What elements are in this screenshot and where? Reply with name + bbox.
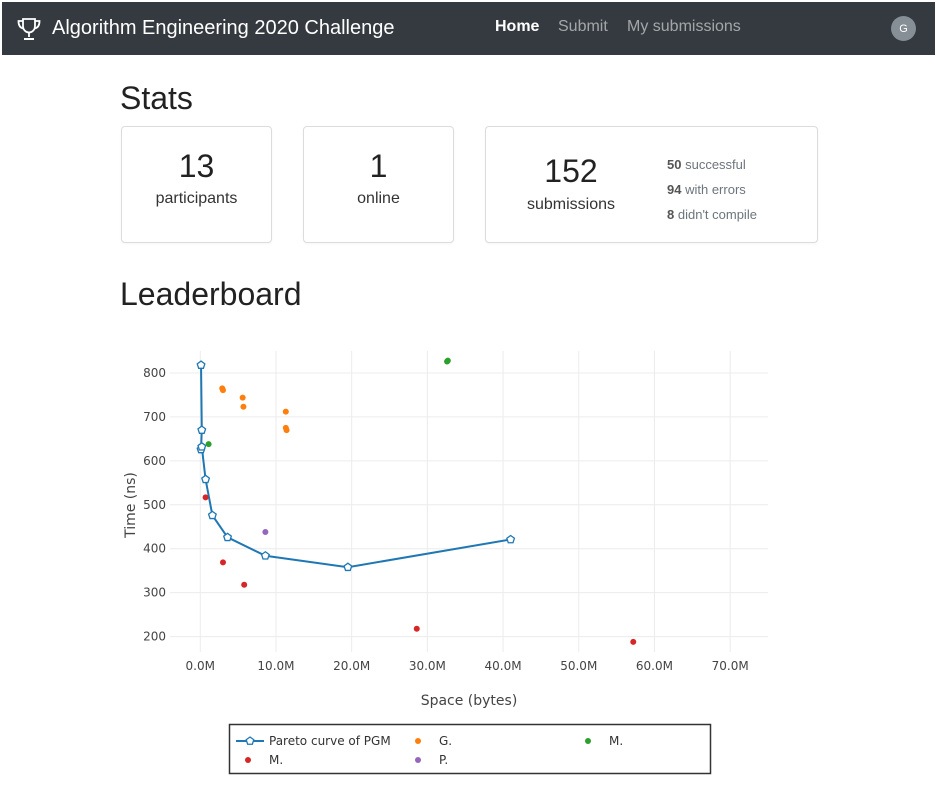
y-tick-label: 500: [143, 498, 166, 512]
pareto-point: [196, 444, 206, 454]
legend-label: P.: [439, 753, 448, 767]
data-point: [444, 358, 451, 365]
x-axis-label: Space (bytes): [421, 693, 518, 709]
legend-box: [228, 723, 712, 775]
online-card: 1 online: [303, 126, 454, 243]
x-tick-label: 10.0M: [257, 659, 294, 673]
y-tick-label: 800: [143, 366, 166, 380]
y-tick-label: 300: [143, 586, 166, 600]
submissions-count: 152: [544, 153, 598, 189]
online-count: 1: [369, 148, 388, 184]
submissions-card: 152 submissions 50 successful 94 with er…: [485, 126, 818, 243]
pareto-point: [222, 532, 233, 542]
y-tick-label: 600: [143, 454, 166, 468]
data-point: [413, 625, 420, 632]
x-tick-label: 60.0M: [636, 659, 673, 673]
pareto-point: [197, 441, 207, 451]
brand-title: Algorithm Engineering 2020 Challenge: [52, 17, 395, 39]
data-point: [202, 494, 209, 501]
data-point: [444, 357, 451, 364]
y-tick-label: 700: [143, 410, 166, 424]
successful-stat: 50 successful: [667, 157, 746, 172]
nav-home-link[interactable]: Home: [495, 18, 540, 35]
legend-dot-swatch: [585, 738, 591, 744]
participants-count: 13: [178, 148, 215, 184]
pareto-point: [260, 550, 270, 560]
participants-card: 13 participants: [121, 126, 272, 243]
x-tick-label: 40.0M: [485, 659, 522, 673]
data-point: [239, 394, 246, 401]
x-tick-label: 20.0M: [333, 659, 370, 673]
data-point: [630, 638, 637, 645]
legend-label: G.: [439, 734, 452, 748]
trophy-icon: [16, 16, 42, 42]
x-tick-label: 70.0M: [712, 659, 749, 673]
navbar: Algorithm Engineering 2020 Challenge Hom…: [2, 2, 935, 55]
legend-dot-swatch: [245, 757, 251, 763]
y-tick-label: 200: [143, 630, 166, 644]
data-point: [282, 408, 289, 415]
legend-label: Pareto curve of PGM: [269, 734, 391, 748]
data-point: [219, 385, 226, 392]
pareto-curve-line: [200, 365, 511, 569]
legend-label: M.: [609, 734, 623, 748]
x-tick-label: 0.0M: [186, 659, 215, 673]
data-point: [205, 441, 212, 448]
x-tick-label: 50.0M: [560, 659, 597, 673]
pareto-point: [506, 534, 516, 544]
data-point: [282, 424, 289, 431]
brand[interactable]: Algorithm Engineering 2020 Challenge: [16, 12, 394, 45]
pareto-point: [196, 360, 206, 369]
data-point: [219, 559, 226, 566]
errors-stat: 94 with errors: [667, 182, 746, 197]
data-point: [240, 403, 247, 410]
data-point: [241, 581, 248, 588]
x-tick-label: 30.0M: [409, 659, 446, 673]
y-axis-label: Time (ns): [123, 472, 139, 539]
pareto-point: [207, 510, 217, 520]
legend-label: M.: [269, 753, 283, 767]
nav-submit-link[interactable]: Submit: [558, 18, 608, 35]
data-point: [219, 387, 226, 394]
y-tick-label: 400: [143, 542, 166, 556]
compile-fail-stat: 8 didn't compile: [667, 207, 757, 222]
legend-dot-swatch: [415, 738, 421, 744]
chart-legend: Pareto curve of PGM G. M. M. P.: [228, 723, 712, 775]
legend-marker-swatch: [245, 736, 255, 745]
submissions-label: submissions: [526, 196, 616, 213]
pareto-point: [201, 474, 211, 484]
data-point: [283, 427, 290, 434]
data-point: [262, 529, 269, 536]
user-avatar[interactable]: G: [891, 16, 916, 41]
nav-my-submissions-link[interactable]: My submissions: [627, 18, 741, 35]
pareto-point: [197, 425, 207, 434]
legend-dot-swatch: [415, 757, 421, 763]
submissions-breakdown: 50 successful 94 with errors 8 didn't co…: [667, 152, 757, 227]
pareto-point: [343, 562, 353, 572]
stats-heading: Stats: [120, 80, 193, 116]
leaderboard-heading: Leaderboard: [120, 276, 302, 312]
online-label: online: [357, 190, 400, 207]
participants-label: participants: [155, 190, 238, 207]
